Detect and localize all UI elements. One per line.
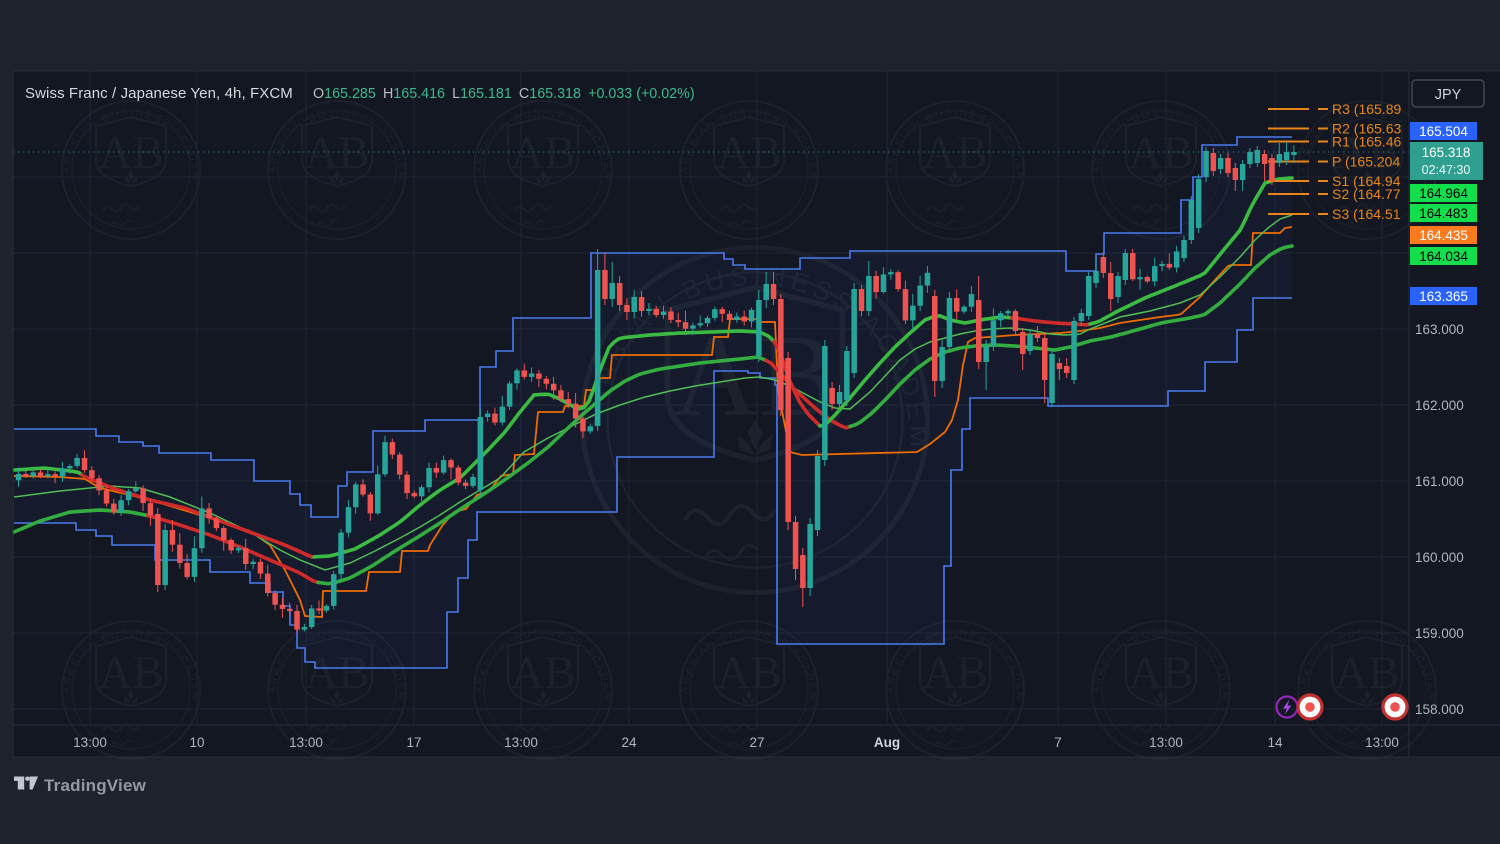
svg-text:162.000: 162.000 [1415,398,1464,413]
svg-text:R2 (165.63: R2 (165.63 [1332,120,1401,136]
svg-text:R3 (165.89: R3 (165.89 [1332,101,1401,117]
svg-text:164.964: 164.964 [1419,186,1468,201]
svg-text:165.504: 165.504 [1419,124,1468,139]
svg-text:165.318: 165.318 [1422,145,1471,160]
svg-text:13:00: 13:00 [1365,735,1399,750]
svg-text:160.000: 160.000 [1415,550,1464,565]
svg-text:164.483: 164.483 [1419,206,1468,221]
svg-text:13:00: 13:00 [73,735,107,750]
svg-text:13:00: 13:00 [504,735,538,750]
svg-text:02:47:30: 02:47:30 [1422,163,1471,177]
svg-text:163.365: 163.365 [1419,289,1468,304]
svg-text:27: 27 [749,735,764,750]
svg-text:P (165.204: P (165.204 [1332,153,1400,169]
svg-text:14: 14 [1267,735,1283,750]
svg-text:10: 10 [189,735,204,750]
svg-text:24: 24 [621,735,637,750]
svg-text:13:00: 13:00 [289,735,323,750]
svg-text:163.000: 163.000 [1415,322,1464,337]
svg-text:164.435: 164.435 [1419,228,1468,243]
svg-text:17: 17 [406,735,421,750]
svg-text:TradingView: TradingView [44,776,147,795]
svg-text:O165.285 H165.416 L165.181 C16: O165.285 H165.416 L165.181 C165.318 +0.0… [313,86,695,102]
svg-text:7: 7 [1054,735,1062,750]
svg-text:S2 (164.77: S2 (164.77 [1332,186,1401,202]
svg-text:161.000: 161.000 [1415,474,1464,489]
svg-text:159.000: 159.000 [1415,626,1464,641]
svg-text:164.034: 164.034 [1419,249,1468,264]
svg-text:S1 (164.94: S1 (164.94 [1332,173,1401,189]
svg-text:Swiss Franc / Japanese Yen, 4h: Swiss Franc / Japanese Yen, 4h, FXCM [25,85,293,102]
svg-text:Aug: Aug [874,735,900,750]
svg-text:S3 (164.51: S3 (164.51 [1332,206,1401,222]
svg-text:158.000: 158.000 [1415,702,1464,717]
svg-text:13:00: 13:00 [1149,735,1183,750]
svg-text:R1 (165.46: R1 (165.46 [1332,133,1401,149]
svg-text:JPY: JPY [1435,87,1462,103]
